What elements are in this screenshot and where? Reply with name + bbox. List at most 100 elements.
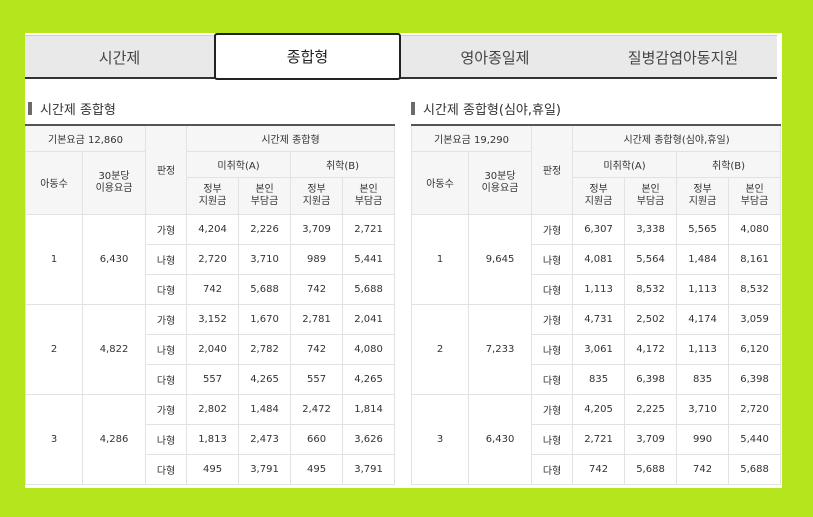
preschool-gov-cell: 4,081 bbox=[572, 243, 626, 275]
preschool-gov-cell: 835 bbox=[572, 363, 626, 395]
table-row: 다형 742 5,688 742 5,688 bbox=[412, 453, 782, 485]
judge-type-cell: 가형 bbox=[531, 303, 574, 335]
school-gov-cell: 5,565 bbox=[676, 213, 730, 245]
fee-per-30min-header: 30분당 이용요금 bbox=[467, 150, 533, 215]
preschool-gov-cell: 4,204 bbox=[186, 213, 240, 245]
title-marker-icon bbox=[411, 102, 415, 115]
tab-underline bbox=[25, 77, 777, 79]
self-pay-header: 본인 부담금 bbox=[342, 176, 396, 215]
fee-header-line2: 이용요금 bbox=[481, 182, 519, 194]
preschool-self-cell: 2,226 bbox=[238, 213, 292, 245]
header-row: 기본요금 12,860 판정 시간제 종합형 bbox=[25, 124, 396, 215]
judge-type-cell: 가형 bbox=[145, 213, 188, 245]
tab-bar: 시간제 종합형 영아종일제 질병감염아동지원 bbox=[25, 33, 782, 80]
preschool-self-cell: 3,338 bbox=[624, 213, 678, 245]
gov-support-header: 정부 지원금 bbox=[676, 176, 730, 215]
school-gov-cell: 742 bbox=[290, 273, 344, 305]
header-line2: 지원금 bbox=[198, 195, 227, 207]
preschool-self-cell: 1,670 bbox=[238, 303, 292, 335]
table-row: 나형 3,061 4,172 1,113 6,120 bbox=[412, 333, 782, 365]
right-fee-table: 기본요금 19,290 판정 시간제 종합형(심야,휴일) 아동수 30분당 이용요금 미취… bbox=[410, 124, 782, 485]
judge-type-cell: 가형 bbox=[531, 393, 574, 425]
judge-type-cell: 가형 bbox=[531, 213, 574, 245]
preschool-gov-cell: 2,721 bbox=[572, 423, 626, 455]
table-row: 1 6,430 가형 4,204 2,226 3,709 2,721 bbox=[25, 213, 396, 305]
judge-type-cell: 다형 bbox=[531, 363, 574, 395]
school-self-cell: 5,688 bbox=[728, 453, 782, 485]
gov-support-header: 정부 지원금 bbox=[290, 176, 344, 215]
right-title-text: 시간제 종합형(심야,휴일) bbox=[423, 103, 562, 118]
content-panel: 시간제 종합형 영아종일제 질병감염아동지원 시간제 종합형 기본요금 12,8… bbox=[25, 33, 782, 488]
school-gov-cell: 4,174 bbox=[676, 303, 730, 335]
left-fee-table: 기본요금 12,860 판정 시간제 종합형 아동수 30분당 이용요금 미취학(A) 취학(… bbox=[25, 124, 396, 485]
title-marker-icon bbox=[28, 102, 32, 115]
base-fee-cell: 기본요금 19,290 bbox=[410, 124, 533, 152]
fee-cell: 4,822 bbox=[81, 303, 147, 395]
header-row: 아동수 30분당 이용요금 미취학(A) 취학(B) bbox=[411, 150, 782, 215]
preschool-gov-cell: 3,061 bbox=[572, 333, 626, 365]
children-count-header: 아동수 bbox=[411, 150, 469, 215]
school-self-cell: 8,161 bbox=[728, 243, 782, 275]
judge-type-cell: 나형 bbox=[145, 243, 188, 275]
preschool-gov-cell: 2,720 bbox=[186, 243, 240, 275]
tab-infant-fullday[interactable]: 영아종일제 bbox=[401, 35, 589, 78]
preschool-self-cell: 5,564 bbox=[624, 243, 678, 275]
preschool-self-cell: 4,172 bbox=[624, 333, 678, 365]
preschool-self-cell: 6,398 bbox=[624, 363, 678, 395]
school-gov-cell: 1,484 bbox=[676, 243, 730, 275]
fee-header-line1: 30분당 bbox=[484, 170, 516, 182]
preschool-self-cell: 2,473 bbox=[238, 423, 292, 455]
header-line1: 본인 bbox=[641, 183, 660, 195]
header-row: 기본요금 19,290 판정 시간제 종합형(심야,휴일) bbox=[410, 124, 782, 215]
judge-type-cell: 다형 bbox=[531, 273, 574, 305]
group-header: 시간제 종합형(심야,휴일) bbox=[572, 124, 782, 152]
school-self-cell: 4,080 bbox=[342, 333, 396, 365]
school-self-cell: 5,441 bbox=[342, 243, 396, 275]
header-line1: 본인 bbox=[255, 183, 274, 195]
preschool-self-cell: 2,782 bbox=[238, 333, 292, 365]
school-gov-cell: 1,113 bbox=[676, 333, 730, 365]
table-row: 3 6,430 가형 4,205 2,225 3,710 2,720 bbox=[411, 393, 782, 485]
fee-cell: 6,430 bbox=[81, 213, 147, 305]
preschool-gov-cell: 495 bbox=[186, 453, 240, 485]
preschool-self-cell: 2,225 bbox=[624, 393, 678, 425]
table-row: 2 7,233 가형 4,731 2,502 4,174 3,059 bbox=[411, 303, 782, 395]
children-count-cell: 1 bbox=[411, 213, 469, 305]
self-pay-header: 본인 부담금 bbox=[624, 176, 678, 215]
school-self-cell: 3,791 bbox=[342, 453, 396, 485]
school-header: 취학(B) bbox=[676, 150, 782, 178]
table-row: 나형 2,721 3,709 990 5,440 bbox=[412, 423, 782, 455]
header-line2: 지원금 bbox=[302, 195, 331, 207]
school-self-cell: 2,721 bbox=[342, 213, 396, 245]
school-self-cell: 8,532 bbox=[728, 273, 782, 305]
judge-type-cell: 가형 bbox=[145, 303, 188, 335]
table-row: 다형 557 4,265 557 4,265 bbox=[26, 363, 396, 395]
school-self-cell: 5,440 bbox=[728, 423, 782, 455]
judge-type-cell: 나형 bbox=[531, 243, 574, 275]
tab-hourly[interactable]: 시간제 bbox=[25, 35, 214, 78]
school-self-cell: 3,059 bbox=[728, 303, 782, 335]
preschool-header: 미취학(A) bbox=[572, 150, 678, 178]
header-row: 정부 지원금 본인 부담금 정부 지원금 본인 부담금 bbox=[412, 176, 782, 215]
judge-type-cell: 다형 bbox=[145, 453, 188, 485]
header-line2: 부담금 bbox=[740, 195, 769, 207]
judge-type-cell: 가형 bbox=[145, 393, 188, 425]
tab-sick-child-support[interactable]: 질병감염아동지원 bbox=[589, 35, 777, 78]
school-gov-cell: 1,113 bbox=[676, 273, 730, 305]
school-gov-cell: 835 bbox=[676, 363, 730, 395]
preschool-gov-cell: 742 bbox=[572, 453, 626, 485]
header-line2: 부담금 bbox=[250, 195, 279, 207]
header-line1: 정부 bbox=[589, 183, 608, 195]
tab-comprehensive[interactable]: 종합형 bbox=[214, 33, 401, 80]
school-self-cell: 4,265 bbox=[342, 363, 396, 395]
header-row: 아동수 30분당 이용요금 미취학(A) 취학(B) bbox=[25, 150, 396, 215]
preschool-gov-cell: 3,152 bbox=[186, 303, 240, 335]
group-header: 시간제 종합형 bbox=[186, 124, 396, 152]
preschool-gov-cell: 557 bbox=[186, 363, 240, 395]
fee-cell: 7,233 bbox=[467, 303, 533, 395]
preschool-gov-cell: 2,802 bbox=[186, 393, 240, 425]
children-count-cell: 2 bbox=[411, 303, 469, 395]
header-line2: 부담금 bbox=[354, 195, 383, 207]
school-gov-cell: 989 bbox=[290, 243, 344, 275]
fee-header-line2: 이용요금 bbox=[95, 182, 133, 194]
